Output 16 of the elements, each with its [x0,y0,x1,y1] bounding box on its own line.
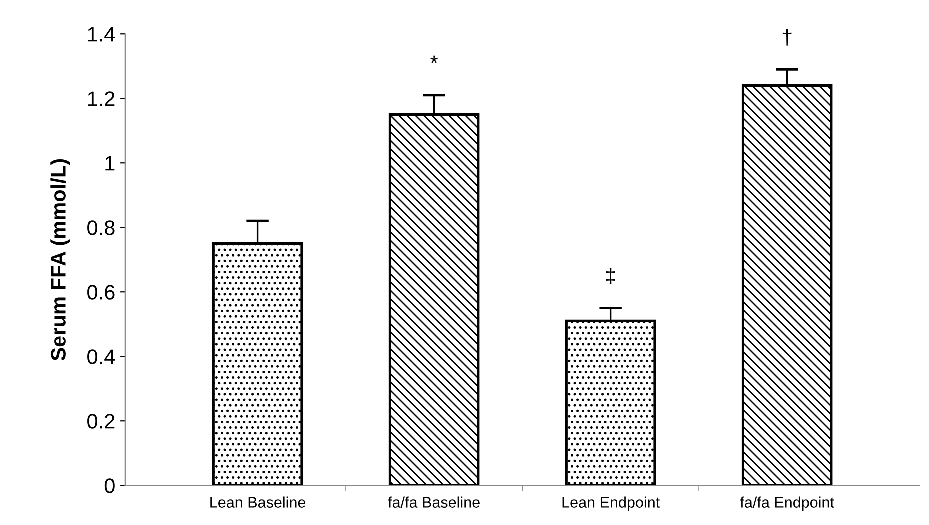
annotation: ‡ [606,268,616,285]
y-tick-label: 0.4 [88,350,116,364]
x-tick-label: fa/fa Baseline [388,496,480,508]
annotation: * [430,56,438,64]
y-tick-label: 0 [104,478,115,494]
y-axis-title: Serum FFA (mmol/L) [50,159,70,361]
annotation: † [782,29,792,46]
x-tick-label: Lean Endpoint [562,496,660,511]
x-tick-label: Lean Baseline [210,496,306,508]
y-tick-label: 0.8 [88,220,115,236]
y-tick-label: 1.2 [88,92,115,106]
y-tick-label: 0.6 [88,285,115,300]
y-tick-label: 1 [106,156,115,171]
x-tick-label: fa/fa Endpoint [740,496,834,511]
y-tick-label: 0.2 [88,414,115,429]
y-tick-label: 1.4 [88,27,116,42]
